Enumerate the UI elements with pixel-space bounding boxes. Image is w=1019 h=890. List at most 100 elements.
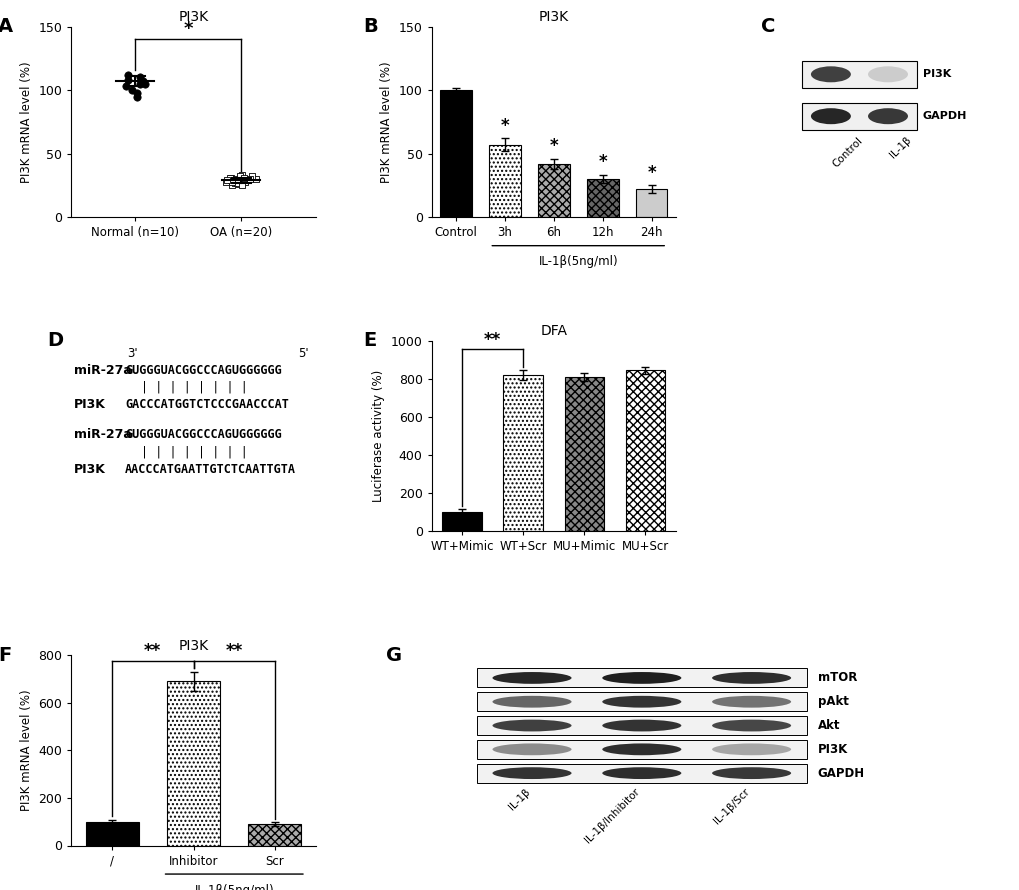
Text: IL-1β: IL-1β [506, 787, 532, 812]
Point [248, 172, 264, 186]
Text: GUGGGUACGGCCCAGUGGGGGG: GUGGGUACGGCCCAGUGGGGGG [125, 428, 281, 441]
Point [137, 77, 153, 91]
Ellipse shape [711, 672, 791, 684]
Ellipse shape [711, 696, 791, 708]
Text: 3': 3' [127, 346, 138, 360]
Text: miR-27a: miR-27a [73, 428, 131, 441]
Bar [477, 692, 806, 711]
Ellipse shape [492, 720, 571, 732]
Title: PI3K: PI3K [178, 10, 209, 24]
Point [233, 178, 250, 192]
Bar [477, 740, 806, 759]
Ellipse shape [711, 743, 791, 756]
Bar [635, 190, 666, 217]
Point [135, 74, 151, 88]
Bar [167, 681, 220, 846]
Bar [442, 513, 482, 531]
Point [223, 171, 239, 185]
Text: GACCCATGGTCTCCCGAACCCAT: GACCCATGGTCTCCCGAACCCAT [125, 398, 288, 411]
Text: AACCCATGAATTGTCTCAATTGTA: AACCCATGAATTGTCTCAATTGTA [125, 463, 296, 476]
Text: **: ** [225, 642, 243, 659]
Text: *: * [598, 153, 606, 172]
Bar [477, 668, 806, 687]
Text: | | | | | | | |: | | | | | | | | [141, 381, 248, 394]
Text: IL-1β/Scr: IL-1β/Scr [711, 787, 751, 826]
Y-axis label: PI3K mRNA level (%): PI3K mRNA level (%) [20, 61, 33, 182]
Text: B: B [363, 17, 378, 36]
Bar [440, 90, 472, 217]
Bar [586, 179, 618, 217]
Point [228, 175, 245, 190]
Point [119, 73, 136, 87]
Point [131, 70, 148, 85]
Bar [489, 145, 521, 217]
Point [223, 174, 239, 189]
Text: **: ** [484, 330, 501, 349]
Bar [625, 370, 664, 531]
Ellipse shape [867, 67, 907, 82]
Point [244, 169, 260, 183]
Text: GUGGGUACGGCCCAGUGGGGGG: GUGGGUACGGCCCAGUGGGGGG [125, 364, 281, 376]
Ellipse shape [810, 109, 850, 125]
Bar [249, 824, 302, 845]
Ellipse shape [601, 743, 681, 756]
Ellipse shape [711, 767, 791, 779]
Point [129, 85, 146, 100]
Text: GAPDH: GAPDH [817, 766, 864, 780]
Point [226, 172, 243, 186]
Bar [86, 821, 139, 846]
Y-axis label: Luciferase activity (%): Luciferase activity (%) [372, 370, 385, 502]
Point [231, 169, 248, 183]
Point [218, 174, 234, 189]
Text: 5': 5' [299, 346, 309, 360]
Bar [477, 764, 806, 782]
Text: Akt: Akt [817, 719, 840, 732]
Point [236, 174, 253, 189]
Ellipse shape [867, 109, 907, 125]
Title: PI3K: PI3K [538, 10, 569, 24]
Ellipse shape [492, 696, 571, 708]
Y-axis label: PI3K mRNA level (%): PI3K mRNA level (%) [19, 690, 33, 811]
Text: **: ** [144, 642, 161, 659]
Text: D: D [47, 331, 63, 351]
Text: E: E [363, 331, 376, 351]
Text: *: * [500, 117, 508, 134]
Text: PI3K: PI3K [73, 398, 106, 411]
Text: Control: Control [830, 135, 864, 169]
Bar [537, 164, 570, 217]
Text: mTOR: mTOR [817, 671, 856, 684]
Text: A: A [0, 17, 13, 36]
Text: *: * [549, 137, 557, 155]
Text: PI3K: PI3K [817, 743, 847, 756]
Point [119, 68, 136, 82]
Text: PI3K: PI3K [73, 463, 106, 476]
Point [131, 77, 148, 91]
Point [226, 175, 243, 190]
Bar [564, 377, 603, 531]
Point [226, 174, 243, 188]
Bar [802, 61, 916, 87]
Title: PI3K: PI3K [178, 638, 209, 652]
Ellipse shape [601, 720, 681, 732]
Ellipse shape [492, 743, 571, 756]
Y-axis label: PI3K mRNA level (%): PI3K mRNA level (%) [380, 61, 393, 182]
Bar [802, 103, 916, 130]
Text: IL-1β(5ng/ml): IL-1β(5ng/ml) [195, 884, 274, 890]
Point [124, 83, 141, 97]
Point [224, 178, 240, 192]
Text: | | | | | | | |: | | | | | | | | [141, 446, 248, 458]
Text: pAkt: pAkt [817, 695, 848, 708]
Text: GAPDH: GAPDH [922, 111, 966, 121]
Ellipse shape [492, 672, 571, 684]
Point [230, 177, 247, 191]
Point [242, 172, 258, 186]
Ellipse shape [601, 672, 681, 684]
Text: miR-27a: miR-27a [73, 364, 131, 376]
Point [233, 168, 250, 182]
Point [218, 174, 234, 188]
Text: F: F [0, 645, 11, 665]
Text: IL-1β/Inhibitor: IL-1β/Inhibitor [583, 787, 641, 846]
Bar [503, 376, 542, 531]
Text: IL-1β: IL-1β [888, 135, 912, 160]
Text: *: * [647, 164, 655, 182]
